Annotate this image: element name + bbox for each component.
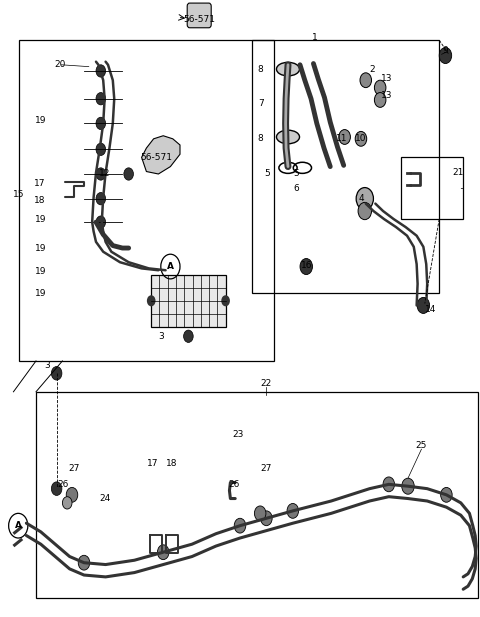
Circle shape [157,545,169,560]
Bar [36,392,478,598]
Text: 17: 17 [34,179,46,188]
Bar [401,157,463,219]
Circle shape [96,216,106,228]
Text: 2: 2 [369,65,375,73]
Text: 19: 19 [35,116,47,125]
Circle shape [51,482,62,495]
Bar [252,40,439,293]
Circle shape [124,168,133,180]
Circle shape [441,487,452,502]
Text: 56-571: 56-571 [183,15,215,24]
Circle shape [355,131,367,146]
Text: 56-571: 56-571 [140,153,172,162]
Circle shape [66,487,78,502]
Bar [19,40,274,361]
Circle shape [417,297,430,313]
Circle shape [374,80,386,95]
Circle shape [96,93,106,105]
Circle shape [439,48,452,64]
Circle shape [358,202,372,220]
Circle shape [221,296,230,307]
Circle shape [402,478,414,494]
Text: 23: 23 [232,431,243,439]
Circle shape [300,259,312,275]
FancyBboxPatch shape [187,3,211,28]
Circle shape [62,497,72,509]
Circle shape [96,143,106,155]
Text: 27: 27 [261,465,272,473]
Text: 4: 4 [358,194,364,203]
Text: 10: 10 [355,135,367,143]
Circle shape [339,130,350,144]
Text: 19: 19 [35,244,47,252]
Text: 11: 11 [336,135,348,143]
Text: 27: 27 [69,465,80,473]
Text: 17: 17 [147,460,158,468]
Circle shape [287,503,299,518]
Text: 24: 24 [99,494,110,503]
Text: 12: 12 [99,170,110,178]
Text: 6: 6 [294,184,300,193]
Text: 1: 1 [312,33,317,41]
Text: 22: 22 [261,379,272,388]
Text: 16: 16 [300,261,312,270]
Text: A: A [15,521,22,530]
Text: 15: 15 [12,190,24,199]
Text: A: A [167,262,174,271]
Text: 9: 9 [443,46,448,55]
Circle shape [254,506,266,521]
Circle shape [96,117,106,130]
Text: 20: 20 [54,60,66,69]
Circle shape [96,168,106,180]
Text: 18: 18 [34,196,46,205]
Circle shape [96,65,106,77]
Text: 19: 19 [35,267,47,276]
Circle shape [96,193,106,205]
Text: 7: 7 [258,99,264,108]
Text: 26: 26 [58,480,69,489]
Text: 21: 21 [453,168,464,177]
Text: 14: 14 [425,305,437,314]
Circle shape [183,330,193,342]
Circle shape [147,296,156,307]
Circle shape [360,73,372,88]
Text: 8: 8 [258,65,264,73]
Text: 5: 5 [294,170,300,178]
Text: 19: 19 [35,215,47,223]
Text: 3: 3 [158,332,164,341]
Ellipse shape [276,130,300,144]
Circle shape [234,518,246,533]
Text: 8: 8 [258,135,264,143]
Ellipse shape [276,62,300,76]
Text: 3: 3 [44,361,50,370]
Text: 25: 25 [416,441,427,450]
Text: 5: 5 [264,170,270,178]
Circle shape [78,555,90,570]
Circle shape [261,511,272,526]
Text: 26: 26 [228,480,240,489]
Text: 13: 13 [381,75,392,83]
Bar [151,275,226,327]
Polygon shape [142,136,180,174]
Circle shape [383,477,395,492]
Text: 13: 13 [381,91,392,100]
Circle shape [51,366,62,380]
Text: 19: 19 [35,289,47,297]
Circle shape [374,93,386,107]
Text: 18: 18 [166,460,178,468]
Circle shape [356,188,373,210]
